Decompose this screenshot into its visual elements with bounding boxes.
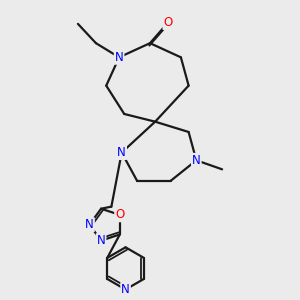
Text: O: O	[115, 208, 124, 221]
Text: N: N	[85, 218, 94, 231]
Text: N: N	[192, 154, 201, 167]
Text: N: N	[115, 51, 124, 64]
Text: O: O	[164, 16, 172, 29]
Text: N: N	[117, 146, 126, 159]
Text: N: N	[97, 234, 105, 247]
Text: N: N	[121, 283, 130, 296]
